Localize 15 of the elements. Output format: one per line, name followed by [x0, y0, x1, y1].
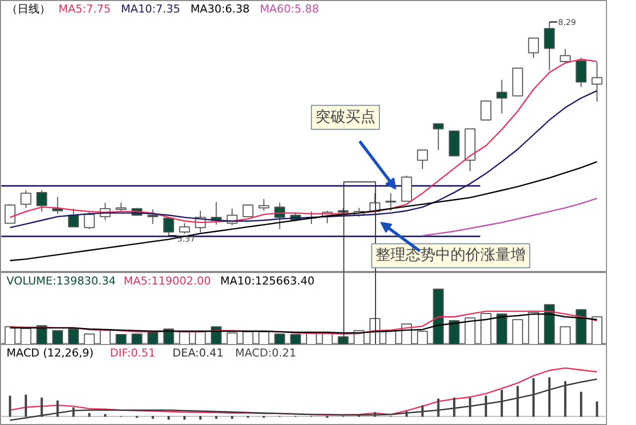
- text: DIF:0.51: [110, 346, 156, 360]
- annotation: 突破买点: [315, 108, 376, 126]
- text: MACD:0.21: [235, 346, 296, 360]
- text: MA10:125663.40: [220, 274, 314, 288]
- annotation: 8.29: [558, 18, 576, 27]
- text: MA60:5.88: [260, 2, 320, 16]
- text: MA5:119002.00: [124, 274, 211, 288]
- text: DEA:0.41: [172, 346, 224, 360]
- chart-title: （日线）: [6, 2, 50, 16]
- text: MA5:7.75: [58, 2, 111, 16]
- text: MA10:7.35: [121, 2, 180, 16]
- text: VOLUME:139830.34: [6, 274, 116, 288]
- text: MA30:6.38: [190, 2, 250, 16]
- annotation: 5.37: [177, 234, 196, 244]
- legend-title: MACD (12,26,9): [6, 346, 94, 360]
